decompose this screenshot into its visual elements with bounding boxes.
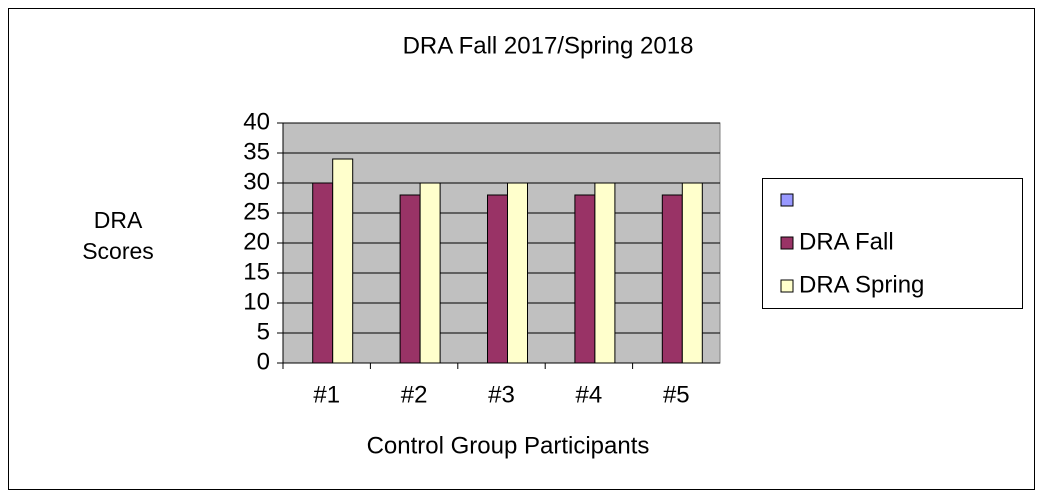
y-tick-label: 30 [243, 168, 270, 195]
y-tick-label: 20 [243, 228, 270, 255]
y-tick-label: 40 [243, 108, 270, 135]
bar [594, 182, 616, 364]
y-tick-label: 35 [243, 138, 270, 165]
y-tick-label: 0 [257, 348, 270, 375]
legend-swatch [780, 236, 794, 250]
chart-title: DRA Fall 2017/Spring 2018 [403, 32, 694, 59]
x-tick-label: #3 [488, 381, 515, 408]
bar [681, 182, 703, 364]
legend-swatch [780, 193, 794, 207]
legend-label: DRA Spring [799, 271, 924, 298]
legend-box [762, 178, 1023, 309]
x-tick-label: #2 [401, 381, 428, 408]
x-tick-label: #5 [663, 381, 690, 408]
x-tick-label: #1 [313, 381, 340, 408]
x-axis-title: Control Group Participants [367, 432, 650, 459]
y-tick-label: 15 [243, 258, 270, 285]
bar [507, 182, 528, 364]
bar [574, 194, 596, 364]
bar [661, 194, 683, 364]
legend-label: DRA Fall [799, 228, 894, 255]
bar [419, 182, 441, 364]
bar [399, 194, 421, 364]
legend-swatch [780, 279, 794, 293]
y-tick-label: 5 [257, 318, 270, 345]
y-tick-label: 25 [243, 198, 270, 225]
x-tick-label: #4 [576, 381, 603, 408]
bar [332, 158, 354, 364]
y-axis-title: DRA Scores [82, 207, 154, 264]
bar [312, 182, 334, 364]
y-tick-label: 10 [243, 288, 270, 315]
bar [487, 194, 508, 364]
